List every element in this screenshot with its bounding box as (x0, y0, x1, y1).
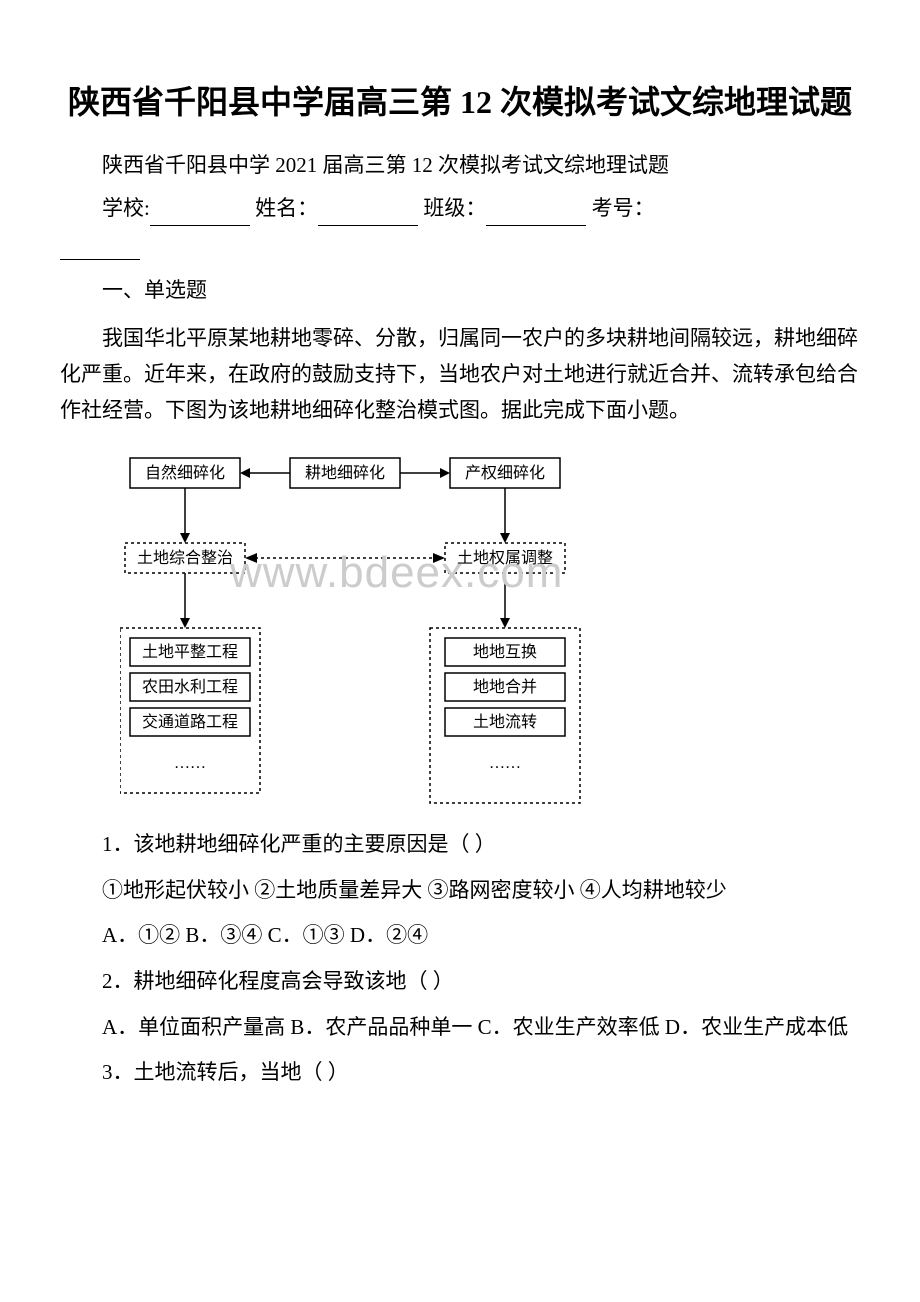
school-label: 学校: (102, 196, 150, 220)
subtitle: 陕西省千阳县中学 2021 届高三第 12 次模拟考试文综地理试题 (60, 149, 860, 183)
passage-text: 我国华北平原某地耕地零碎、分散，归属同一农户的多块耕地间隔较远，耕地细碎化严重。… (60, 321, 860, 428)
left-item-0: 土地平整工程 (142, 643, 238, 661)
school-input-line[interactable] (150, 201, 250, 226)
right-item-1: 地地合并 (473, 678, 537, 696)
examid-input-line[interactable] (60, 234, 140, 259)
right-item-3: …… (489, 755, 521, 772)
name-label: 姓名： (255, 196, 318, 220)
right-item-0: 地地互换 (473, 643, 537, 661)
q2-stem: 2．耕地细碎化程度高会导致该地（ ） (60, 965, 860, 999)
class-input-line[interactable] (486, 201, 586, 226)
diagram-container: www.bdeex.com 自然细碎化 耕地细碎化 产权细碎化 土地综合整治 土… (120, 448, 860, 808)
page-title: 陕西省千阳县中学届高三第 12 次模拟考试文综地理试题 (60, 80, 860, 125)
class-label: 班级： (423, 196, 486, 220)
flowchart-diagram: 自然细碎化 耕地细碎化 产权细碎化 土地综合整治 土地权属调整 土地平整 (120, 448, 600, 808)
q1-options: A．①② B．③④ C．①③ D．②④ (60, 919, 860, 953)
box-natural: 自然细碎化 (145, 464, 225, 482)
q3-stem: 3．土地流转后，当地（ ） (60, 1056, 860, 1090)
q2-options: A．单位面积产量高 B．农产品品种单一 C．农业生产效率低 D．农业生产成本低 (60, 1011, 860, 1045)
box-integrate: 土地综合整治 (137, 549, 233, 567)
name-input-line[interactable] (318, 201, 418, 226)
right-item-2: 土地流转 (473, 713, 537, 731)
section-heading: 一、单选题 (60, 274, 860, 308)
box-farmland: 耕地细碎化 (305, 464, 385, 482)
box-property: 产权细碎化 (465, 464, 545, 482)
left-item-2: 交通道路工程 (142, 713, 238, 731)
q1-items: ①地形起伏较小 ②土地质量差异大 ③路网密度较小 ④人均耕地较少 (60, 874, 860, 908)
student-form-line: 学校: 姓名： 班级： 考号： (60, 192, 860, 259)
q1-stem: 1．该地耕地细碎化严重的主要原因是（ ） (60, 828, 860, 862)
box-adjust: 土地权属调整 (457, 549, 553, 567)
examid-label: 考号： (592, 196, 655, 220)
left-item-3: …… (174, 755, 206, 772)
left-item-1: 农田水利工程 (142, 678, 238, 696)
